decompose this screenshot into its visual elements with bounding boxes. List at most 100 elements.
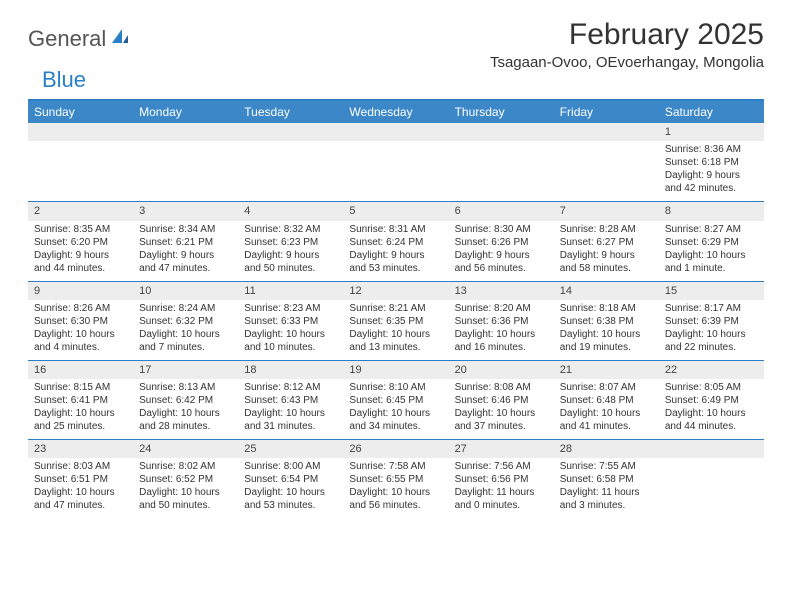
- day-cell: 3Sunrise: 8:34 AMSunset: 6:21 PMDaylight…: [133, 202, 238, 280]
- empty-cell: [659, 440, 764, 518]
- sunrise-text: Sunrise: 8:24 AM: [139, 302, 232, 315]
- sunset-text: Sunset: 6:32 PM: [139, 315, 232, 328]
- sunset-text: Sunset: 6:42 PM: [139, 394, 232, 407]
- dayname-friday: Friday: [554, 101, 659, 123]
- daylight-text: Daylight: 10 hours and 56 minutes.: [349, 486, 442, 512]
- dayname-wednesday: Wednesday: [343, 101, 448, 123]
- day-cell: 19Sunrise: 8:10 AMSunset: 6:45 PMDayligh…: [343, 361, 448, 439]
- day-number: 12: [343, 282, 448, 300]
- day-number: 28: [554, 440, 659, 458]
- day-details: Sunrise: 7:56 AMSunset: 6:56 PMDaylight:…: [449, 458, 554, 518]
- day-number: 16: [28, 361, 133, 379]
- day-number: 17: [133, 361, 238, 379]
- day-details: Sunrise: 7:55 AMSunset: 6:58 PMDaylight:…: [554, 458, 659, 518]
- sunrise-text: Sunrise: 8:00 AM: [244, 460, 337, 473]
- dayname-saturday: Saturday: [659, 101, 764, 123]
- daylight-text: Daylight: 10 hours and 53 minutes.: [244, 486, 337, 512]
- sunrise-text: Sunrise: 8:20 AM: [455, 302, 548, 315]
- sunrise-text: Sunrise: 8:21 AM: [349, 302, 442, 315]
- day-number: 7: [554, 202, 659, 220]
- day-number: 4: [238, 202, 343, 220]
- day-cell: 28Sunrise: 7:55 AMSunset: 6:58 PMDayligh…: [554, 440, 659, 518]
- sunrise-text: Sunrise: 8:28 AM: [560, 223, 653, 236]
- sunset-text: Sunset: 6:27 PM: [560, 236, 653, 249]
- sunset-text: Sunset: 6:49 PM: [665, 394, 758, 407]
- brand-logo: General: [28, 18, 130, 52]
- day-details: Sunrise: 8:08 AMSunset: 6:46 PMDaylight:…: [449, 379, 554, 439]
- day-details: Sunrise: 8:35 AMSunset: 6:20 PMDaylight:…: [28, 221, 133, 281]
- daylight-text: Daylight: 10 hours and 28 minutes.: [139, 407, 232, 433]
- day-number: [554, 123, 659, 141]
- daylight-text: Daylight: 10 hours and 7 minutes.: [139, 328, 232, 354]
- sunset-text: Sunset: 6:29 PM: [665, 236, 758, 249]
- day-number: 8: [659, 202, 764, 220]
- daylight-text: Daylight: 10 hours and 4 minutes.: [34, 328, 127, 354]
- empty-cell: [28, 123, 133, 201]
- day-details: Sunrise: 8:26 AMSunset: 6:30 PMDaylight:…: [28, 300, 133, 360]
- daylight-text: Daylight: 10 hours and 37 minutes.: [455, 407, 548, 433]
- day-details: Sunrise: 8:21 AMSunset: 6:35 PMDaylight:…: [343, 300, 448, 360]
- day-details: Sunrise: 8:28 AMSunset: 6:27 PMDaylight:…: [554, 221, 659, 281]
- sunset-text: Sunset: 6:41 PM: [34, 394, 127, 407]
- sunrise-text: Sunrise: 8:26 AM: [34, 302, 127, 315]
- sunrise-text: Sunrise: 8:12 AM: [244, 381, 337, 394]
- daylight-text: Daylight: 10 hours and 19 minutes.: [560, 328, 653, 354]
- day-cell: 20Sunrise: 8:08 AMSunset: 6:46 PMDayligh…: [449, 361, 554, 439]
- sunrise-text: Sunrise: 8:31 AM: [349, 223, 442, 236]
- sunrise-text: Sunrise: 7:56 AM: [455, 460, 548, 473]
- sunset-text: Sunset: 6:30 PM: [34, 315, 127, 328]
- daylight-text: Daylight: 10 hours and 1 minute.: [665, 249, 758, 275]
- daylight-text: Daylight: 10 hours and 34 minutes.: [349, 407, 442, 433]
- empty-cell: [238, 123, 343, 201]
- day-cell: 22Sunrise: 8:05 AMSunset: 6:49 PMDayligh…: [659, 361, 764, 439]
- daylight-text: Daylight: 9 hours and 53 minutes.: [349, 249, 442, 275]
- day-details: Sunrise: 8:32 AMSunset: 6:23 PMDaylight:…: [238, 221, 343, 281]
- day-cell: 14Sunrise: 8:18 AMSunset: 6:38 PMDayligh…: [554, 282, 659, 360]
- sunset-text: Sunset: 6:36 PM: [455, 315, 548, 328]
- sunset-text: Sunset: 6:39 PM: [665, 315, 758, 328]
- day-cell: 2Sunrise: 8:35 AMSunset: 6:20 PMDaylight…: [28, 202, 133, 280]
- weeks-container: 1Sunrise: 8:36 AMSunset: 6:18 PMDaylight…: [28, 123, 764, 518]
- day-cell: 10 Sunrise: 8:24 AMSunset: 6:32 PMDayligh…: [133, 282, 238, 360]
- sunrise-text: Sunrise: 8:35 AM: [34, 223, 127, 236]
- empty-cell: [449, 123, 554, 201]
- day-cell: 12Sunrise: 8:21 AMSunset: 6:35 PMDayligh…: [343, 282, 448, 360]
- day-number: 9: [28, 282, 133, 300]
- daylight-text: Daylight: 10 hours and 31 minutes.: [244, 407, 337, 433]
- day-cell: 4Sunrise: 8:32 AMSunset: 6:23 PMDaylight…: [238, 202, 343, 280]
- day-cell: 27Sunrise: 7:56 AMSunset: 6:56 PMDayligh…: [449, 440, 554, 518]
- dayname-tuesday: Tuesday: [238, 101, 343, 123]
- empty-cell: [133, 123, 238, 201]
- day-cell: 5Sunrise: 8:31 AMSunset: 6:24 PMDaylight…: [343, 202, 448, 280]
- brand-word-1: General: [28, 26, 106, 52]
- calendar-page: General February 2025 Tsagaan-Ovoo, OEvo…: [0, 0, 792, 536]
- day-details: Sunrise: 8:30 AMSunset: 6:26 PMDaylight:…: [449, 221, 554, 281]
- day-number: 19: [343, 361, 448, 379]
- sunrise-text: Sunrise: 8:02 AM: [139, 460, 232, 473]
- sunrise-text: Sunrise: 8:32 AM: [244, 223, 337, 236]
- day-details: Sunrise: 8:03 AMSunset: 6:51 PMDaylight:…: [28, 458, 133, 518]
- day-details: Sunrise: 8:23 AMSunset: 6:33 PMDaylight:…: [238, 300, 343, 360]
- day-number: 13: [449, 282, 554, 300]
- sunrise-text: Sunrise: 8:17 AM: [665, 302, 758, 315]
- day-number: 10: [133, 282, 238, 300]
- day-number: 5: [343, 202, 448, 220]
- daylight-text: Daylight: 9 hours and 42 minutes.: [665, 169, 758, 195]
- sunset-text: Sunset: 6:18 PM: [665, 156, 758, 169]
- day-details: Sunrise: 8:05 AMSunset: 6:49 PMDaylight:…: [659, 379, 764, 439]
- sunrise-text: Sunrise: 8:30 AM: [455, 223, 548, 236]
- day-details: Sunrise: 8:10 AMSunset: 6:45 PMDaylight:…: [343, 379, 448, 439]
- dayname-thursday: Thursday: [449, 101, 554, 123]
- sunset-text: Sunset: 6:24 PM: [349, 236, 442, 249]
- week-row: 1Sunrise: 8:36 AMSunset: 6:18 PMDaylight…: [28, 123, 764, 201]
- month-title: February 2025: [490, 18, 764, 52]
- daylight-text: Daylight: 9 hours and 50 minutes.: [244, 249, 337, 275]
- day-cell: 25Sunrise: 8:00 AMSunset: 6:54 PMDayligh…: [238, 440, 343, 518]
- sunrise-text: Sunrise: 8:34 AM: [139, 223, 232, 236]
- day-details: Sunrise: 8:18 AMSunset: 6:38 PMDaylight:…: [554, 300, 659, 360]
- daylight-text: Daylight: 10 hours and 13 minutes.: [349, 328, 442, 354]
- sunset-text: Sunset: 6:55 PM: [349, 473, 442, 486]
- day-number: 15: [659, 282, 764, 300]
- daylight-text: Daylight: 10 hours and 50 minutes.: [139, 486, 232, 512]
- day-details: Sunrise: 8:31 AMSunset: 6:24 PMDaylight:…: [343, 221, 448, 281]
